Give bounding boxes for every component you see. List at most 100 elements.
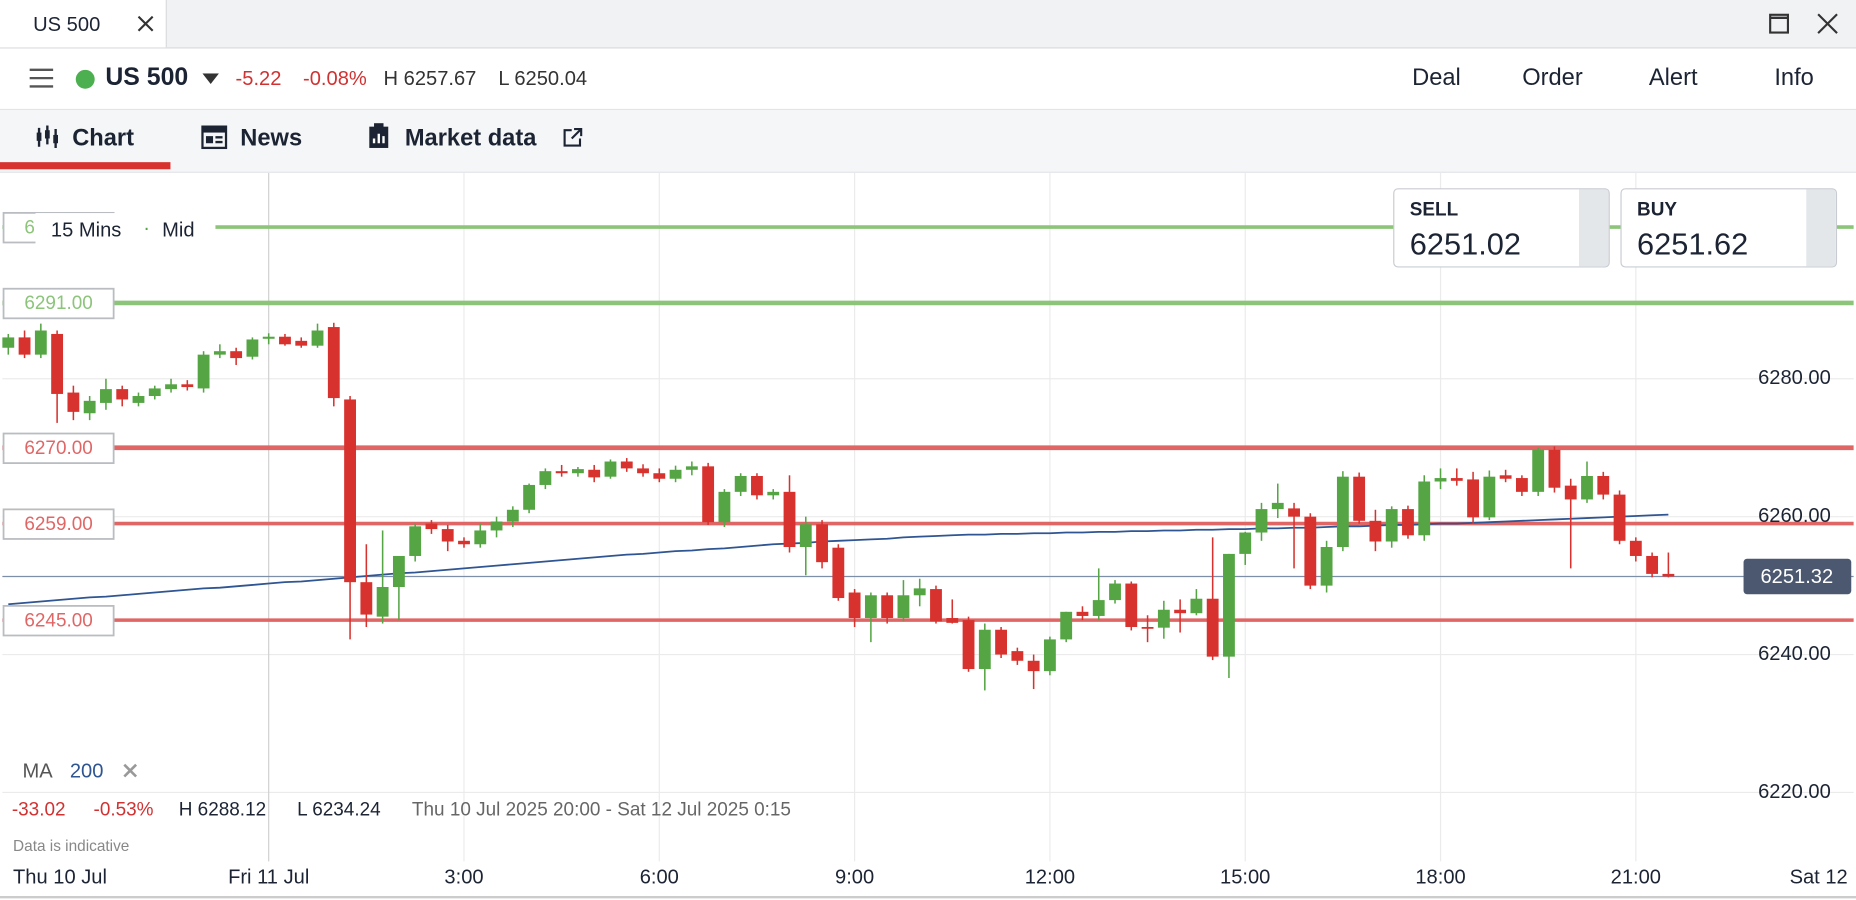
x-tick-label: 21:00 [1611, 867, 1661, 889]
candle-body [181, 384, 194, 388]
candle-body [1174, 609, 1187, 614]
candle-body [100, 389, 112, 403]
candle-body [1239, 532, 1252, 554]
candle-body [620, 461, 633, 469]
candle-body [327, 327, 340, 399]
chart-tab[interactable]: Chart [72, 125, 135, 152]
y-tick-label: 6280.00 [1758, 367, 1831, 389]
ma-legend-name: MA [22, 759, 53, 783]
x-tick-label: Sat 12 [1790, 867, 1848, 889]
candle-body [1336, 476, 1349, 548]
view-tabs: Chart News Market data [0, 110, 1856, 173]
period-low: L 6234.24 [297, 800, 381, 821]
candle-body [1418, 481, 1431, 536]
candle-body [83, 400, 96, 414]
candle-body [1483, 476, 1496, 518]
daily-change-pct: -0.08% [303, 67, 367, 90]
buy-button[interactable]: BUY 6251.62 [1620, 188, 1838, 268]
candle-body [165, 384, 177, 390]
info-button[interactable]: Info [1774, 65, 1814, 92]
deal-button[interactable]: Deal [1412, 65, 1461, 92]
market-data-tab[interactable]: Market data [404, 125, 537, 152]
candle-body [1190, 598, 1203, 614]
candle-body [18, 337, 31, 355]
buy-side-strip [1806, 189, 1836, 267]
candle-body [116, 389, 129, 400]
level-label: 6259.00 [24, 514, 92, 535]
candle-body [376, 586, 389, 617]
candle-body [946, 618, 959, 623]
candle-body [572, 469, 584, 474]
price-type[interactable]: Mid [162, 218, 195, 242]
window-tab[interactable]: US 500 [0, 0, 167, 48]
candle-body [1060, 611, 1073, 640]
candle-body [1597, 475, 1610, 495]
candle-body [913, 588, 926, 596]
level-label: 6291.00 [24, 293, 92, 314]
x-tick-label: 6:00 [640, 867, 679, 889]
separator-dot: · [143, 216, 150, 240]
candle-body [685, 466, 698, 470]
menu-icon[interactable] [29, 67, 54, 88]
x-tick-label: 15:00 [1220, 867, 1270, 889]
candle-body [604, 461, 617, 477]
candle-body [1027, 660, 1040, 672]
candle-body [246, 339, 259, 357]
candle-body [1450, 478, 1463, 481]
interval[interactable]: 15 Mins [50, 218, 122, 242]
candle-body [669, 469, 682, 479]
instrument-name[interactable]: US 500 [105, 63, 189, 92]
level-label-box [2, 432, 115, 464]
candle-body [783, 491, 796, 548]
candle-body [132, 396, 145, 403]
dropdown-caret[interactable] [202, 73, 219, 85]
order-button[interactable]: Order [1522, 65, 1583, 92]
candle-body [555, 471, 568, 474]
last-price-label: 6251.32 [1760, 566, 1833, 588]
candle-body [474, 530, 487, 545]
y-tick-label: 6220.00 [1758, 781, 1831, 803]
candle-body [702, 466, 715, 523]
chart-settings[interactable]: 15 Mins · Mid [35, 213, 216, 247]
daily-change: -5.22 [235, 67, 282, 90]
candle-body [897, 595, 910, 619]
candle-body [588, 469, 601, 478]
level-label-box [2, 508, 115, 540]
external-link-icon[interactable] [562, 127, 583, 148]
candle-body [1320, 547, 1333, 586]
sell-label: SELL [1409, 200, 1459, 221]
alert-button[interactable]: Alert [1648, 65, 1698, 92]
sell-button[interactable]: SELL 6251.02 [1393, 188, 1610, 268]
daily-low: L 6250.04 [498, 67, 588, 90]
candle-body [392, 555, 405, 587]
close-icon[interactable] [137, 15, 154, 32]
y-tick-label: 6240.00 [1758, 643, 1831, 665]
sell-price: 6251.02 [1409, 226, 1521, 262]
candle-body [197, 354, 210, 389]
candle-body [230, 351, 243, 359]
remove-ma-icon[interactable] [123, 763, 138, 778]
candle-body [962, 620, 975, 670]
candle-body [441, 529, 454, 542]
market-data-tab-icon [369, 123, 389, 148]
candle-body [539, 471, 552, 485]
maximize-icon[interactable] [1768, 13, 1789, 34]
y-tick-label: 6260.00 [1758, 505, 1831, 527]
candle-body [832, 547, 845, 599]
candle-body [1548, 449, 1561, 488]
news-tab[interactable]: News [240, 125, 303, 152]
tab-title: US 500 [33, 13, 101, 36]
x-tick-label: Fri 11 Jul [228, 867, 309, 889]
candle-body [1646, 555, 1659, 574]
x-tick-label: 12:00 [1025, 867, 1075, 889]
candle-body [767, 491, 780, 496]
close-window-icon[interactable] [1817, 13, 1838, 34]
candle-body [1271, 502, 1284, 510]
ma-legend-period: 200 [69, 759, 104, 783]
candle-body [1515, 478, 1528, 492]
candle-body [1255, 509, 1268, 533]
candle-body [523, 484, 536, 510]
candle-body [978, 629, 991, 670]
